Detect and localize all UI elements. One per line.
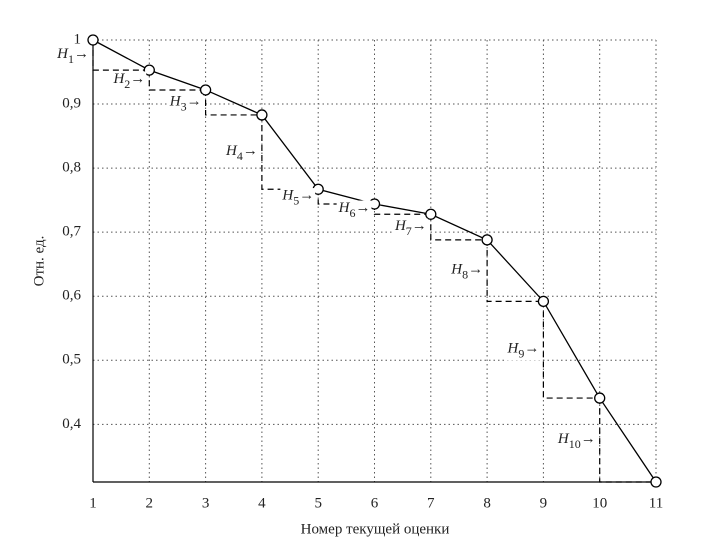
annotation: H1→ <box>56 46 89 65</box>
x-tick-label: 3 <box>202 495 210 511</box>
annotation-subscript: 5 <box>293 193 299 207</box>
data-point <box>143 64 155 76</box>
annotation-bg <box>336 200 372 220</box>
annotation-arrow: → <box>74 46 89 62</box>
data-point <box>256 109 268 121</box>
annotation-arrow: → <box>524 341 539 357</box>
annotation-arrow: → <box>299 188 314 204</box>
annotation-subscript: 7 <box>406 224 412 238</box>
annotation-arrow: → <box>581 431 596 447</box>
x-tick-label: 4 <box>258 495 266 511</box>
data-point <box>650 476 662 488</box>
annotation-bg <box>280 188 316 208</box>
step-line <box>205 89 262 116</box>
x-axis-label: Номер текущей оценки <box>301 521 450 537</box>
y-tick-label: 0,8 <box>62 160 81 176</box>
annotation-bg <box>167 93 203 114</box>
annotation-bg <box>449 262 485 282</box>
y-tick-label: 0,5 <box>62 352 81 368</box>
annotation: H8→ <box>450 262 483 281</box>
annotation-arrow: → <box>412 218 427 234</box>
step-line <box>92 40 150 71</box>
annotation-bg <box>555 431 597 451</box>
annotation-bg <box>111 71 147 91</box>
x-tick-label: 8 <box>483 495 491 511</box>
x-tick-label: 5 <box>314 495 322 511</box>
annotation: H3→ <box>169 94 202 113</box>
annotation-letter: H <box>169 94 182 110</box>
data-point <box>87 34 99 46</box>
annotation-letter: H <box>394 218 407 234</box>
annotation-letter: H <box>56 46 69 62</box>
x-tick-label: 9 <box>540 495 548 511</box>
annotation-subscript: 8 <box>462 267 468 281</box>
step-line <box>430 214 488 241</box>
annotation-subscript: 2 <box>124 77 130 91</box>
x-tick-label: 1 <box>89 495 97 511</box>
annotation-letter: H <box>450 262 463 278</box>
annotation-arrow: → <box>468 262 483 278</box>
annotation: H9→ <box>507 341 540 360</box>
annotation-letter: H <box>557 431 570 447</box>
annotation-letter: H <box>507 341 520 357</box>
y-tick-label: 0,6 <box>62 288 81 304</box>
step-line <box>599 398 656 483</box>
step-line <box>486 239 544 302</box>
y-tick-label: 1 <box>74 31 82 47</box>
x-tick-label: 10 <box>592 495 607 511</box>
annotation-subscript: 3 <box>181 99 187 113</box>
annotation-arrow: → <box>356 201 371 217</box>
data-point <box>594 392 606 404</box>
y-tick-label: 0,9 <box>62 95 81 111</box>
step-line <box>542 301 600 399</box>
annotation-subscript: 10 <box>569 437 581 451</box>
data-point <box>199 84 212 96</box>
annotation-subscript: 6 <box>350 206 356 220</box>
annotation: H6→ <box>338 201 371 220</box>
annotation-letter: H <box>225 144 238 160</box>
annotation-letter: H <box>112 71 125 87</box>
annotation: H7→ <box>394 218 427 237</box>
annotation-letter: H <box>338 201 351 217</box>
annotation-bg <box>505 341 541 361</box>
annotation-subscript: 4 <box>237 149 243 163</box>
annotation: H2→ <box>112 71 145 90</box>
data-point <box>537 295 550 308</box>
y-axis-label: Отн. ед. <box>31 236 47 287</box>
annotation: H10→ <box>557 431 596 450</box>
annotation-subscript: 9 <box>518 346 524 360</box>
y-tick-label: 0,4 <box>62 416 81 432</box>
x-tick-label: 11 <box>649 495 663 511</box>
annotation: H4→ <box>225 144 258 163</box>
annotation-subscript: 1 <box>68 52 74 66</box>
x-tick-label: 6 <box>371 495 379 511</box>
annotation-arrow: → <box>243 144 258 160</box>
data-point <box>481 234 493 246</box>
annotation-arrow: → <box>130 71 145 87</box>
annotation-bg <box>55 46 90 66</box>
x-tick-label: 7 <box>427 495 435 511</box>
x-tick-label: 2 <box>146 495 154 511</box>
annotation: H5→ <box>281 188 314 207</box>
y-tick-label: 0,7 <box>62 224 81 240</box>
annotation-letter: H <box>281 188 294 204</box>
data-point <box>425 208 437 220</box>
annotation-bg <box>224 143 259 163</box>
annotation-bg <box>392 218 428 238</box>
annotation-arrow: → <box>187 94 202 110</box>
